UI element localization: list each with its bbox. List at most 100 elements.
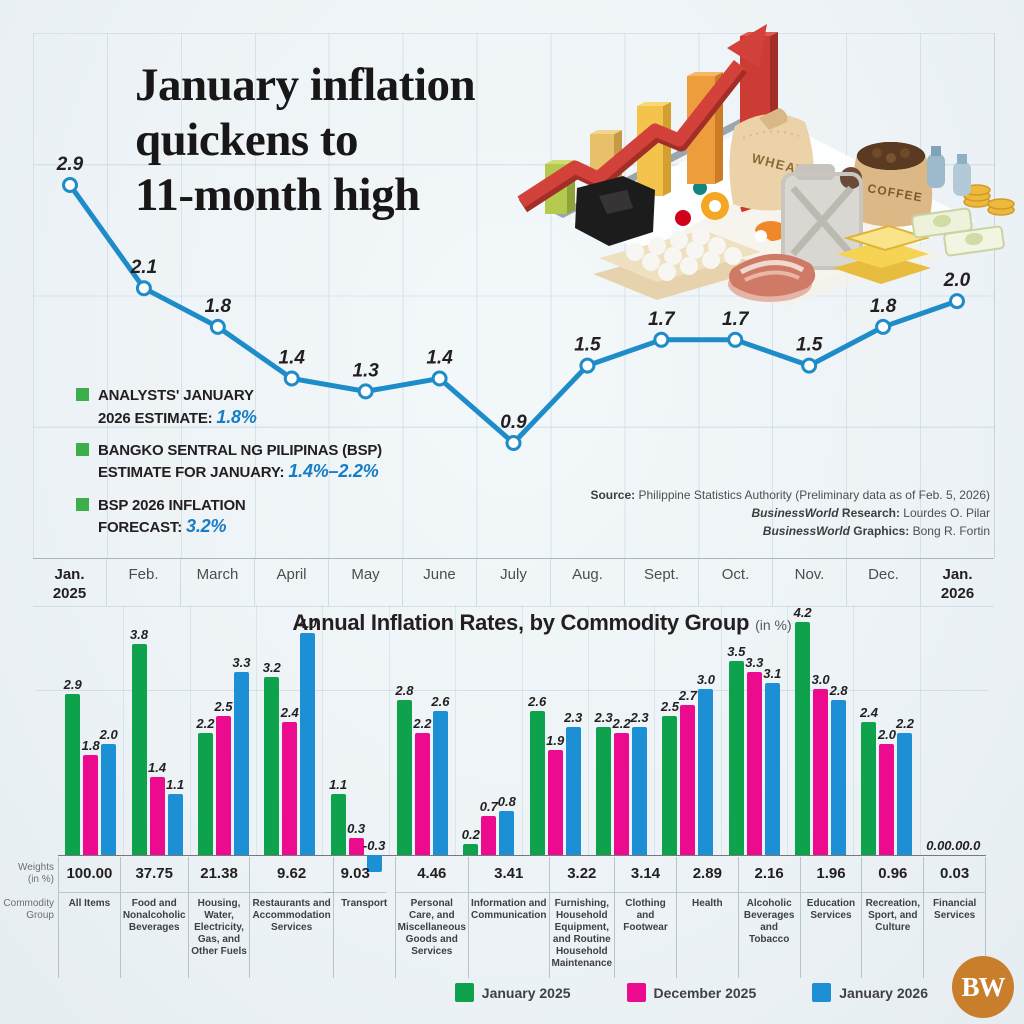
bar-group: 2.6 1.9 2.3 xyxy=(521,605,588,855)
bullet-square-icon xyxy=(76,388,89,401)
bar-slot: 3.2 xyxy=(263,660,281,855)
bullet-square-icon xyxy=(76,442,89,456)
bar-value-label: 4.2 xyxy=(793,604,812,620)
bar xyxy=(499,810,515,855)
bar-slot: 2.5 xyxy=(661,699,679,855)
weight-value: 9.62 xyxy=(250,857,333,893)
commodity-column: 21.38 Housing, Water, Electricity, Gas, a… xyxy=(187,856,250,978)
bar xyxy=(83,755,99,855)
bar-slot: 0.7 xyxy=(480,799,498,855)
month-tick: May xyxy=(328,559,402,606)
bar xyxy=(879,744,895,855)
weights-label: Weights xyxy=(18,862,54,873)
bar-slot: 1.8 xyxy=(82,738,100,855)
weight-value: 37.75 xyxy=(120,857,188,893)
bar xyxy=(366,855,382,872)
bar-chart-title: Annual Inflation Rates, by Commodity Gro… xyxy=(60,610,1024,636)
bar-value-label: 2.0 xyxy=(877,727,897,742)
weights-unit: (in %) xyxy=(27,874,54,885)
month-tick: Nov. xyxy=(772,559,846,606)
annotation-item: ANALYSTS' JANUARY 2026 ESTIMATE: 1.8% xyxy=(76,386,416,429)
commodity-column: 37.75 Food and Nonalcoholic Beverages xyxy=(119,856,188,978)
bar-slot: 2.3 xyxy=(564,710,582,855)
bar-group: 3.2 2.4 4.0 xyxy=(256,605,322,855)
weight-value: 3.14 xyxy=(615,857,676,893)
bar-slot: 1.1 xyxy=(166,777,184,855)
bar-value-label: 0.7 xyxy=(479,799,498,815)
bar xyxy=(197,732,213,855)
commodity-group-label: Furnishing, Household Equipment, and Rou… xyxy=(551,897,613,969)
bar xyxy=(167,793,183,855)
bar xyxy=(101,744,117,855)
bar xyxy=(831,699,847,855)
bar-slot: 3.0 xyxy=(697,672,715,855)
weights-row-header: Weights (in %) xyxy=(2,862,54,886)
weight-value: 21.38 xyxy=(188,857,250,893)
bar-value-label: 2.6 xyxy=(431,693,450,709)
annotation-text: ANALYSTS' JANUARY 2026 ESTIMATE: 1.8% xyxy=(98,387,257,427)
source-line: BusinessWorld Research: Lourdes O. Pilar xyxy=(751,506,990,520)
bar-value-label: 2.4 xyxy=(859,704,879,720)
legend-item: January 2026 xyxy=(812,983,928,1002)
bar-slot: 2.0 xyxy=(100,727,118,855)
bar-slot: 2.8 xyxy=(830,683,848,855)
bar-slot: 3.5 xyxy=(727,644,745,855)
bar-value-label: 0.3 xyxy=(347,821,366,837)
bar-value-label: 0.0 xyxy=(926,838,945,853)
bar-slot: 2.3 xyxy=(595,710,613,855)
bar-slot: 0.3 xyxy=(347,821,365,855)
bar-value-label: 3.1 xyxy=(763,665,782,681)
bar xyxy=(330,793,346,855)
weight-value: 0.96 xyxy=(862,857,924,893)
bar-value-label: 4.0 xyxy=(298,616,317,631)
weight-value: 2.16 xyxy=(738,857,800,893)
bar xyxy=(348,838,364,855)
bar xyxy=(529,710,545,855)
bar xyxy=(300,633,316,855)
annotation-value: 1.4%–2.2% xyxy=(288,461,379,482)
page-title: January inflation quickens to 11-month h… xyxy=(135,58,476,223)
weight-value: 2.89 xyxy=(676,857,738,893)
commodity-column: 9.62 Restaurants and Accommodation Servic… xyxy=(249,856,333,978)
bar-value-label: 1.9 xyxy=(546,732,565,748)
bar-value-label: 3.3 xyxy=(745,654,764,670)
bar-group: 3.5 3.3 3.1 xyxy=(720,605,787,855)
bar-slot: 2.9 xyxy=(64,677,82,855)
bar xyxy=(813,688,829,855)
bar-value-label: 2.2 xyxy=(612,715,631,731)
bar-value-label: 2.7 xyxy=(678,688,697,704)
title-line: January inflation xyxy=(135,59,476,111)
commodity-group-label: Recreation, Sport, and Culture xyxy=(865,897,921,933)
month-tick: Dec. xyxy=(846,559,920,606)
bar-chart-title-unit: (in %) xyxy=(755,617,792,633)
bar-slot: 3.0 xyxy=(812,672,830,855)
month-tick: Sept. xyxy=(624,559,698,606)
legend-swatch-icon xyxy=(626,983,646,1002)
commodity-column: 2.89 Health xyxy=(675,856,738,978)
month-tick: Jan. 2025 xyxy=(52,566,87,602)
bar-slot: 2.3 xyxy=(631,710,649,855)
bar-value-label: 3.0 xyxy=(696,671,715,687)
commodity-group-label: Food and Nonalcoholic Beverages xyxy=(122,897,186,933)
bar xyxy=(698,688,714,855)
bar-group: 2.4 2.0 2.2 xyxy=(853,605,919,855)
bar-value-label: 1.1 xyxy=(329,776,348,792)
bar-value-label: 2.4 xyxy=(280,704,299,720)
source-line: Source: Philippine Statistics Authority … xyxy=(590,488,990,502)
bar xyxy=(264,677,280,855)
bar xyxy=(131,644,147,855)
month-tick: June xyxy=(402,559,476,606)
bar-group: 2.5 2.7 3.0 xyxy=(654,605,720,855)
bar-gridline xyxy=(36,690,988,691)
annotation-item: BANGKO SENTRAL NG PILIPINAS (BSP) ESTIMAT… xyxy=(76,441,416,484)
annotation-item: BSP 2026 INFLATION FORECAST: 3.2% xyxy=(76,496,416,539)
bar xyxy=(680,705,696,855)
commodity-column: 3.41 Information and Communication xyxy=(467,856,549,978)
bar-value-label: 2.9 xyxy=(63,677,82,693)
bar xyxy=(614,732,630,855)
bar-group: 3.8 1.4 1.1 xyxy=(123,605,189,855)
bar-value-label: 3.8 xyxy=(129,627,149,643)
weight-value: 1.96 xyxy=(800,857,862,893)
annotation-text: BSP 2026 INFLATION FORECAST: 3.2% xyxy=(98,496,246,537)
bar xyxy=(728,660,744,855)
